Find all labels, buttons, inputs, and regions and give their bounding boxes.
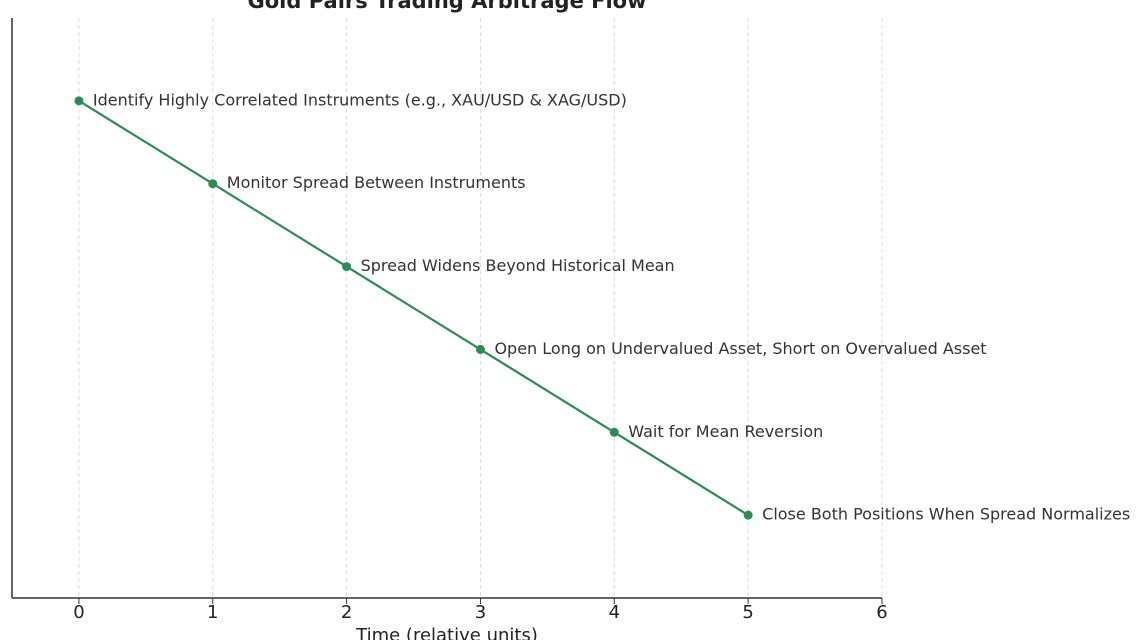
point <box>475 344 485 354</box>
x-tick-label: 6 <box>876 602 887 623</box>
x-tick-label: 1 <box>207 602 218 623</box>
point <box>208 179 218 189</box>
x-tick-label: 3 <box>475 602 486 623</box>
x-tick-label: 4 <box>609 602 620 623</box>
x-axis-label: Time (relative units) <box>355 625 538 640</box>
point-label: Monitor Spread Between Instruments <box>227 173 526 192</box>
chart-title: Gold Pairs Trading Arbitrage Flow <box>248 0 647 13</box>
point <box>342 262 352 272</box>
x-tick-label: 5 <box>742 602 753 623</box>
x-tick-label: 2 <box>341 602 352 623</box>
line <box>78 99 749 517</box>
point-label: Identify Highly Correlated Instruments (… <box>93 90 627 109</box>
point <box>609 427 619 437</box>
point <box>74 96 84 106</box>
point-label: Close Both Positions When Spread Normali… <box>762 505 1130 524</box>
point <box>743 510 753 520</box>
x-tick-label: 0 <box>73 602 84 623</box>
point-label: Open Long on Undervalued Asset, Short on… <box>494 339 986 358</box>
point-label: Wait for Mean Reversion <box>628 422 823 441</box>
point-label: Spread Widens Beyond Historical Mean <box>361 256 675 275</box>
